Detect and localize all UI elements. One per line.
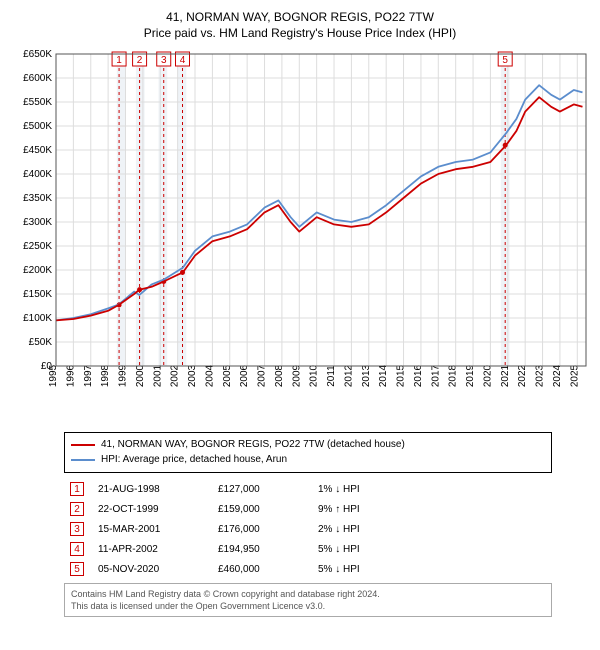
y-axis-label: £200K bbox=[23, 265, 52, 276]
sale-marker-number: 5 bbox=[502, 55, 508, 66]
tx-number-box: 4 bbox=[70, 542, 84, 556]
x-axis-label: 2022 bbox=[517, 364, 528, 387]
arrow-up-icon: ↑ bbox=[335, 504, 340, 515]
tx-delta: 1% ↓ HPI bbox=[312, 479, 552, 499]
x-axis-label: 1998 bbox=[100, 364, 111, 387]
sale-marker-number: 2 bbox=[137, 55, 143, 66]
arrow-down-icon: ↓ bbox=[335, 544, 340, 555]
y-axis-label: £250K bbox=[23, 241, 52, 252]
tx-date: 15-MAR-2001 bbox=[92, 519, 212, 539]
tx-number-box: 3 bbox=[70, 522, 84, 536]
tx-price: £194,950 bbox=[212, 539, 312, 559]
transaction-table: 1 21-AUG-1998£127,0001% ↓ HPI 2 22-OCT-1999… bbox=[64, 479, 552, 579]
y-axis-label: £300K bbox=[23, 217, 52, 228]
tx-price: £176,000 bbox=[212, 519, 312, 539]
x-axis-label: 2015 bbox=[396, 364, 407, 387]
x-axis-label: 2016 bbox=[413, 364, 424, 387]
tx-number-box: 1 bbox=[70, 482, 84, 496]
table-row: 2 22-OCT-1999£159,0009% ↑ HPI bbox=[64, 499, 552, 519]
legend-label: 41, NORMAN WAY, BOGNOR REGIS, PO22 7TW (… bbox=[101, 438, 405, 452]
x-axis-label: 2012 bbox=[343, 364, 354, 387]
legend-box: 41, NORMAN WAY, BOGNOR REGIS, PO22 7TW (… bbox=[64, 432, 552, 473]
x-axis-label: 2023 bbox=[535, 364, 546, 387]
y-axis-label: £550K bbox=[23, 97, 52, 108]
x-axis-label: 1999 bbox=[118, 364, 129, 387]
x-axis-label: 2001 bbox=[152, 364, 163, 387]
x-axis-label: 2003 bbox=[187, 364, 198, 387]
arrow-down-icon: ↓ bbox=[335, 484, 340, 495]
tx-delta: 5% ↓ HPI bbox=[312, 539, 552, 559]
x-axis-label: 2000 bbox=[135, 364, 146, 387]
y-axis-label: £350K bbox=[23, 193, 52, 204]
sale-marker-number: 3 bbox=[161, 55, 167, 66]
footer-box: Contains HM Land Registry data © Crown c… bbox=[64, 583, 552, 617]
table-row: 4 11-APR-2002£194,9505% ↓ HPI bbox=[64, 539, 552, 559]
x-axis-label: 2017 bbox=[430, 364, 441, 387]
y-axis-label: £100K bbox=[23, 313, 52, 324]
tx-price: £127,000 bbox=[212, 479, 312, 499]
tx-date: 22-OCT-1999 bbox=[92, 499, 212, 519]
chart-area: £0£50K£100K£150K£200K£250K£300K£350K£400… bbox=[8, 46, 592, 426]
footer-line-1: Contains HM Land Registry data © Crown c… bbox=[71, 588, 545, 600]
chart-svg: £0£50K£100K£150K£200K£250K£300K£350K£400… bbox=[8, 46, 592, 426]
y-axis-label: £500K bbox=[23, 121, 52, 132]
y-axis-label: £600K bbox=[23, 73, 52, 84]
legend-row: 41, NORMAN WAY, BOGNOR REGIS, PO22 7TW (… bbox=[71, 438, 545, 452]
legend-row: HPI: Average price, detached house, Arun bbox=[71, 453, 545, 467]
x-axis-label: 1997 bbox=[83, 364, 94, 387]
tx-delta: 9% ↑ HPI bbox=[312, 499, 552, 519]
x-axis-label: 2011 bbox=[326, 365, 337, 387]
legend-label: HPI: Average price, detached house, Arun bbox=[101, 453, 287, 467]
x-axis-label: 2020 bbox=[482, 364, 493, 387]
table-row: 5 05-NOV-2020£460,0005% ↓ HPI bbox=[64, 559, 552, 579]
tx-price: £159,000 bbox=[212, 499, 312, 519]
y-axis-label: £150K bbox=[23, 289, 52, 300]
legend-swatch bbox=[71, 444, 95, 446]
sale-band bbox=[117, 54, 126, 366]
x-axis-label: 2018 bbox=[448, 364, 459, 387]
chart-title: 41, NORMAN WAY, BOGNOR REGIS, PO22 7TW bbox=[8, 10, 592, 24]
x-axis-label: 2021 bbox=[500, 364, 511, 387]
tx-delta: 2% ↓ HPI bbox=[312, 519, 552, 539]
x-axis-label: 2013 bbox=[361, 364, 372, 387]
arrow-down-icon: ↓ bbox=[335, 524, 340, 535]
x-axis-label: 2024 bbox=[552, 364, 563, 387]
footer-line-2: This data is licensed under the Open Gov… bbox=[71, 600, 545, 612]
tx-date: 21-AUG-1998 bbox=[92, 479, 212, 499]
x-axis-label: 2004 bbox=[204, 364, 215, 387]
x-axis-label: 2025 bbox=[569, 364, 580, 387]
x-axis-label: 2010 bbox=[309, 364, 320, 387]
x-axis-label: 1996 bbox=[65, 364, 76, 387]
x-axis-label: 2009 bbox=[291, 364, 302, 387]
sale-marker-number: 4 bbox=[180, 55, 186, 66]
tx-price: £460,000 bbox=[212, 559, 312, 579]
sale-band bbox=[178, 54, 187, 366]
x-axis-label: 2014 bbox=[378, 364, 389, 387]
tx-date: 11-APR-2002 bbox=[92, 539, 212, 559]
table-row: 3 15-MAR-2001£176,0002% ↓ HPI bbox=[64, 519, 552, 539]
x-axis-label: 2019 bbox=[465, 364, 476, 387]
x-axis-label: 1995 bbox=[48, 364, 59, 387]
tx-date: 05-NOV-2020 bbox=[92, 559, 212, 579]
legend-swatch bbox=[71, 459, 95, 461]
x-axis-label: 2006 bbox=[239, 364, 250, 387]
y-axis-label: £400K bbox=[23, 169, 52, 180]
x-axis-label: 2005 bbox=[222, 364, 233, 387]
tx-number-box: 2 bbox=[70, 502, 84, 516]
tx-delta: 5% ↓ HPI bbox=[312, 559, 552, 579]
chart-subtitle: Price paid vs. HM Land Registry's House … bbox=[8, 26, 592, 40]
y-axis-label: £450K bbox=[23, 145, 52, 156]
table-row: 1 21-AUG-1998£127,0001% ↓ HPI bbox=[64, 479, 552, 499]
arrow-down-icon: ↓ bbox=[335, 564, 340, 575]
x-axis-label: 2008 bbox=[274, 364, 285, 387]
sale-marker-number: 1 bbox=[116, 55, 122, 66]
x-axis-label: 2002 bbox=[170, 364, 181, 387]
y-axis-label: £650K bbox=[23, 49, 52, 60]
x-axis-label: 2007 bbox=[257, 364, 268, 387]
y-axis-label: £50K bbox=[29, 337, 53, 348]
tx-number-box: 5 bbox=[70, 562, 84, 576]
